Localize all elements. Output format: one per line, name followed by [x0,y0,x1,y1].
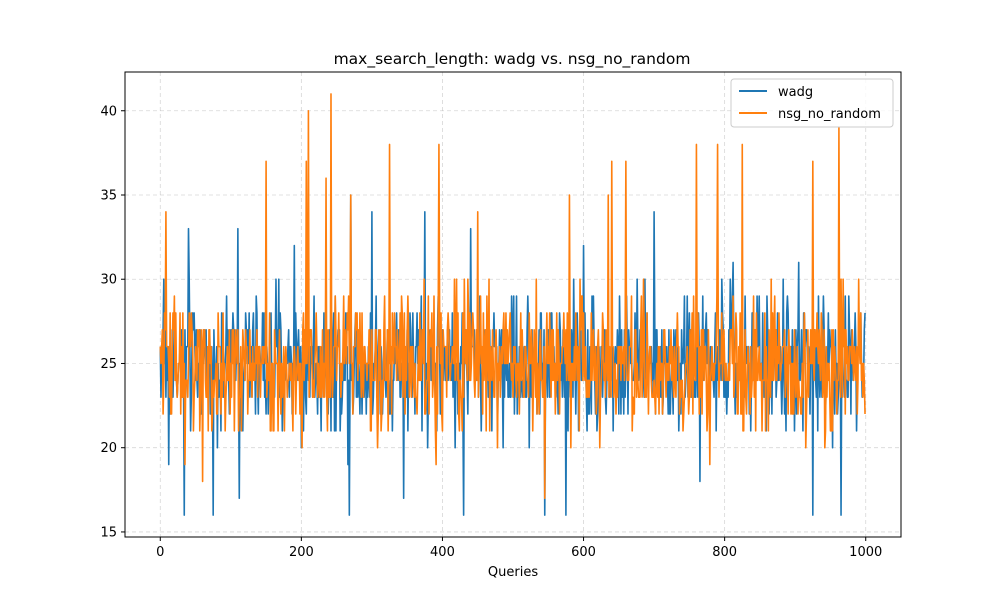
legend-label-wadg: wadg [778,85,813,100]
chart-title: max_search_length: wadg vs. nsg_no_rando… [334,50,691,69]
y-tick-label: 35 [100,188,117,203]
y-tick-label: 30 [100,273,117,288]
x-tick-label: 400 [430,545,455,560]
x-tick-label: 600 [571,545,596,560]
plot-frame [124,71,902,538]
series-line-nsg-no-random [159,93,866,500]
y-tick-label: 40 [100,104,117,119]
x-tick-label: 0 [156,545,164,560]
x-axis-label: Queries [488,565,538,580]
x-axis: 0 200 400 600 800 1000 [156,537,882,560]
x-tick-label: 1000 [849,545,882,560]
legend-box [730,78,894,128]
x-tick-label: 200 [289,545,314,560]
y-tick-label: 15 [100,525,117,540]
x-tick-label: 800 [712,545,737,560]
y-tick-label: 20 [100,441,117,456]
legend: wadg nsg_no_random [730,78,894,128]
y-axis: 15 20 25 30 35 40 [100,104,125,540]
legend-label-nsg-no-random: nsg_no_random [778,107,881,122]
y-tick-label: 25 [100,357,117,372]
series-group [159,93,866,516]
